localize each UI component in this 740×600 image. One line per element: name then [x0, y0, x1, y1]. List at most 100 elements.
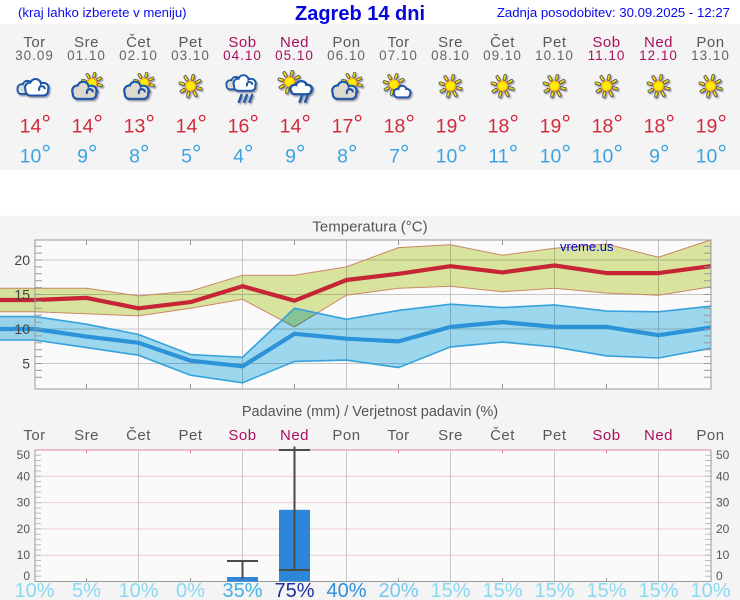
svg-text:10%: 10% [690, 580, 730, 600]
svg-text:0: 0 [716, 569, 723, 583]
svg-text:18°: 18° [644, 111, 675, 138]
svg-text:0: 0 [23, 569, 30, 583]
svg-text:Ned: Ned [644, 34, 673, 51]
svg-text:15: 15 [14, 287, 30, 303]
svg-text:10%: 10% [14, 580, 54, 600]
svg-text:10: 10 [17, 548, 31, 562]
svg-text:12.10: 12.10 [639, 48, 678, 63]
svg-text:Zagreb 14 dni: Zagreb 14 dni [295, 3, 425, 25]
svg-text:14°: 14° [280, 111, 311, 138]
svg-text:Sre: Sre [438, 34, 463, 51]
svg-text:35%: 35% [222, 580, 262, 600]
svg-text:18°: 18° [488, 111, 519, 138]
svg-text:Sob: Sob [592, 427, 620, 444]
svg-text:20: 20 [14, 252, 30, 268]
svg-text:7°: 7° [389, 141, 409, 168]
svg-text:10: 10 [716, 548, 730, 562]
svg-text:16°: 16° [228, 111, 259, 138]
svg-text:Sre: Sre [438, 427, 463, 444]
svg-text:15%: 15% [482, 580, 522, 600]
svg-text:Čet: Čet [490, 427, 515, 444]
svg-text:14°: 14° [20, 111, 51, 138]
svg-text:Padavine (mm) / Verjetnost pad: Padavine (mm) / Verjetnost padavin (%) [242, 404, 498, 420]
svg-text:10°: 10° [696, 141, 727, 168]
svg-text:15%: 15% [534, 580, 574, 600]
svg-text:40: 40 [716, 469, 730, 483]
svg-text:Tor: Tor [23, 427, 45, 444]
svg-text:30: 30 [716, 496, 730, 510]
svg-text:18°: 18° [592, 111, 623, 138]
svg-text:19°: 19° [540, 111, 571, 138]
svg-text:Temperatura (°C): Temperatura (°C) [312, 218, 427, 236]
svg-text:vreme.us: vreme.us [560, 239, 614, 254]
svg-text:0%: 0% [176, 580, 205, 600]
svg-text:Tor: Tor [23, 34, 45, 51]
svg-text:15%: 15% [638, 580, 678, 600]
svg-text:5: 5 [22, 356, 30, 372]
svg-text:03.10: 03.10 [171, 48, 210, 63]
svg-text:10%: 10% [118, 580, 158, 600]
svg-text:19°: 19° [696, 111, 727, 138]
svg-text:30.09: 30.09 [15, 48, 54, 63]
svg-text:Sre: Sre [74, 34, 99, 51]
svg-text:Pet: Pet [178, 34, 202, 51]
svg-text:10°: 10° [436, 141, 467, 168]
svg-text:Pet: Pet [542, 427, 566, 444]
svg-text:5%: 5% [72, 580, 101, 600]
svg-text:Tor: Tor [387, 427, 409, 444]
svg-text:Ned: Ned [280, 427, 309, 444]
svg-text:Čet: Čet [126, 34, 151, 51]
svg-text:Ned: Ned [280, 34, 309, 51]
svg-text:10°: 10° [20, 141, 51, 168]
svg-text:19°: 19° [436, 111, 467, 138]
svg-text:4°: 4° [233, 141, 253, 168]
svg-text:Sob: Sob [592, 34, 620, 51]
svg-text:40: 40 [17, 469, 31, 483]
svg-text:Zadnja posodobitev: 30.09.2025: Zadnja posodobitev: 30.09.2025 - 12:27 [497, 5, 730, 20]
svg-text:14°: 14° [176, 111, 207, 138]
svg-text:Pon: Pon [696, 34, 724, 51]
svg-text:Pon: Pon [332, 34, 360, 51]
svg-text:(kraj lahko izberete v meniju): (kraj lahko izberete v meniju) [18, 5, 187, 20]
svg-text:13°: 13° [124, 111, 155, 138]
svg-text:01.10: 01.10 [67, 48, 106, 63]
svg-text:17°: 17° [332, 111, 363, 138]
svg-text:9°: 9° [285, 141, 305, 168]
svg-text:20: 20 [716, 522, 730, 536]
svg-text:Pet: Pet [178, 427, 202, 444]
svg-text:18°: 18° [384, 111, 415, 138]
svg-text:10: 10 [14, 321, 30, 337]
svg-text:9°: 9° [77, 141, 97, 168]
svg-text:13.10: 13.10 [691, 48, 730, 63]
svg-text:11.10: 11.10 [588, 48, 626, 63]
svg-text:10°: 10° [540, 141, 571, 168]
svg-text:20: 20 [17, 522, 31, 536]
svg-text:Sob: Sob [228, 427, 256, 444]
svg-text:Sre: Sre [74, 427, 99, 444]
svg-text:06.10: 06.10 [327, 48, 366, 63]
svg-text:15%: 15% [586, 580, 626, 600]
svg-text:14°: 14° [72, 111, 103, 138]
svg-text:5°: 5° [181, 141, 201, 168]
svg-text:07.10: 07.10 [379, 48, 418, 63]
svg-text:40%: 40% [326, 580, 366, 600]
svg-text:Pon: Pon [696, 427, 724, 444]
svg-text:Čet: Čet [126, 427, 151, 444]
svg-text:Ned: Ned [644, 427, 673, 444]
svg-text:15%: 15% [430, 580, 470, 600]
svg-text:8°: 8° [129, 141, 149, 168]
svg-text:10°: 10° [592, 141, 623, 168]
svg-text:05.10: 05.10 [275, 48, 314, 63]
svg-text:04.10: 04.10 [223, 48, 262, 63]
svg-text:09.10: 09.10 [483, 48, 522, 63]
svg-text:20%: 20% [378, 580, 418, 600]
svg-text:Čet: Čet [490, 34, 515, 51]
svg-text:Tor: Tor [387, 34, 409, 51]
svg-text:11°: 11° [488, 141, 518, 168]
svg-text:Pon: Pon [332, 427, 360, 444]
svg-text:08.10: 08.10 [431, 48, 470, 63]
svg-text:Sob: Sob [228, 34, 256, 51]
svg-text:Pet: Pet [542, 34, 566, 51]
svg-text:10.10: 10.10 [535, 48, 574, 63]
svg-text:9°: 9° [649, 141, 669, 168]
